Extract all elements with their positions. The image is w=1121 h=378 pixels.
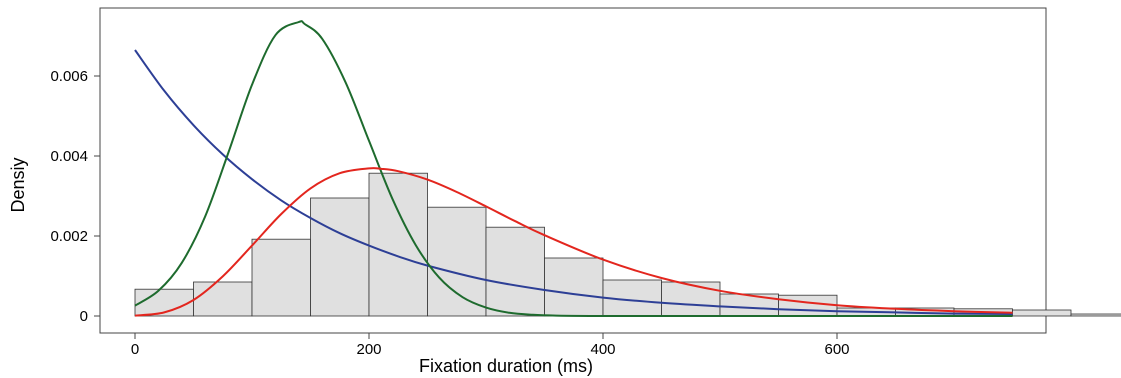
y-axis: 0 0.002 0.004 0.006 bbox=[50, 68, 100, 325]
y-tick-label: 0 bbox=[80, 308, 88, 325]
plot-frame bbox=[99, 7, 1047, 334]
histogram-bar bbox=[778, 294, 838, 317]
histogram-bar bbox=[368, 172, 428, 317]
histogram-bar bbox=[1070, 313, 1121, 317]
y-tick-label: 0.004 bbox=[50, 148, 88, 165]
histogram-bar bbox=[1012, 309, 1072, 317]
histogram-bar bbox=[544, 257, 604, 317]
density-curve-2 bbox=[134, 20, 1013, 318]
density-curves bbox=[134, 20, 1013, 318]
x-tick-label: 600 bbox=[824, 341, 849, 358]
y-axis-title: Densiy bbox=[8, 157, 28, 212]
histogram-bar bbox=[427, 206, 487, 317]
x-axis: 0 200 400 600 bbox=[131, 333, 850, 358]
histogram-bar bbox=[485, 226, 545, 317]
histogram-bar bbox=[661, 281, 721, 317]
density-curve-1 bbox=[134, 49, 1013, 315]
density-curve-3 bbox=[134, 167, 1013, 317]
histogram-bar bbox=[193, 281, 253, 317]
y-tick-label: 0.006 bbox=[50, 68, 88, 85]
x-axis-title: Fixation duration (ms) bbox=[419, 356, 593, 376]
histogram-bar bbox=[310, 197, 370, 317]
x-tick-label: 200 bbox=[356, 341, 381, 358]
y-tick-label: 0.002 bbox=[50, 228, 88, 245]
x-tick-label: 400 bbox=[590, 341, 615, 358]
x-tick-label: 0 bbox=[131, 341, 139, 358]
histogram-bar bbox=[251, 238, 311, 317]
histogram-bars bbox=[134, 172, 1121, 317]
